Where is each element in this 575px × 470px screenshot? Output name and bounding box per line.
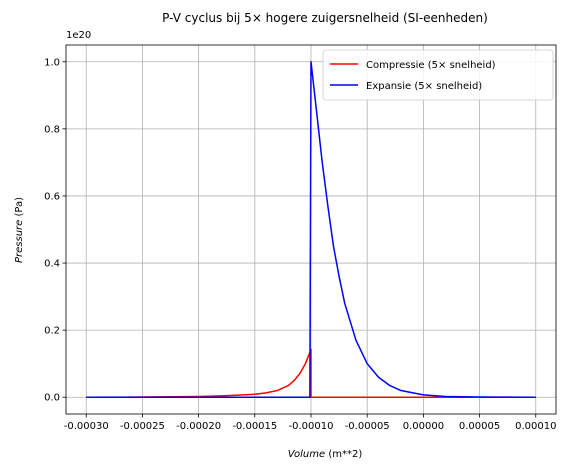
y-tick-label: 0.6 [44,191,60,202]
series-line-compressie [86,348,536,398]
y-axis-label-unit: (Pa) [14,197,25,217]
y-tick-label: 0.8 [44,124,60,135]
y-tick-label: 0.2 [44,326,60,337]
x-tick-label: -0.00020 [176,421,221,432]
x-tick-label: -0.00030 [64,421,109,432]
y-tick-label: 1.0 [44,57,60,68]
y-tick-label: 0.0 [44,393,60,404]
legend-label-expansie: Expansie (5× snelheid) [366,81,482,92]
y-axis-label-main: Pressure [14,220,25,263]
legend-label-compressie: Compressie (5× snelheid) [366,60,496,71]
x-axis-label-unit: (m**2) [328,449,362,460]
y-ticks: 0.0 0.2 0.4 0.6 0.8 1.0 [44,57,66,404]
x-ticks: -0.00030 -0.00025 -0.00020 -0.00015 -0.00010… [64,414,556,432]
x-tick-label: -0.00010 [289,421,334,432]
y-axis-label: Pressure (Pa) [14,197,25,263]
legend-box [322,49,554,101]
x-tick-label: 0.00010 [515,421,556,432]
x-tick-label: 0.00000 [403,421,444,432]
chart-title: P-V cyclus bij 5× hogere zuigersnelheid … [162,11,488,25]
x-tick-label: -0.00005 [345,421,390,432]
y-offset-text: 1e20 [66,30,91,41]
legend: Compressie (5× snelheid) Expansie (5× sn… [322,49,554,101]
x-tick-label: -0.00015 [232,421,277,432]
x-tick-label: -0.00025 [120,421,165,432]
series-line-expansie [86,61,536,398]
x-axis-label: Volume (m**2) [288,449,363,460]
y-tick-label: 0.4 [44,259,60,270]
x-tick-label: 0.00005 [459,421,500,432]
x-axis-label-main: Volume [288,449,325,460]
series-lines [86,61,536,398]
